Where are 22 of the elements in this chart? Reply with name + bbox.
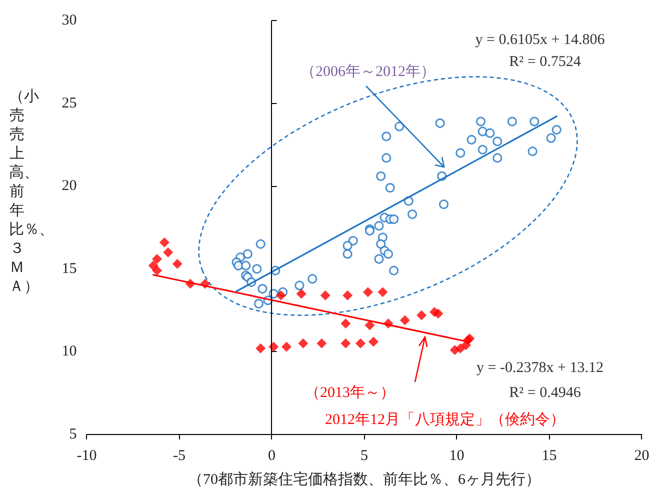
x-tick-label: -10 bbox=[76, 448, 97, 464]
text: （小売売上高、前年比％、３ＭＡ） bbox=[9, 89, 54, 295]
y-tick-label: 20 bbox=[62, 178, 77, 194]
x-tick-label: 20 bbox=[634, 448, 650, 464]
y-tick-label: 25 bbox=[62, 95, 77, 112]
y-tick-label: 15 bbox=[62, 260, 77, 277]
x-tick-label: 15 bbox=[542, 448, 557, 464]
y-tick-label: 10 bbox=[62, 344, 77, 360]
annotation: （2013年～） bbox=[305, 384, 395, 401]
y-tick-label: 5 bbox=[69, 426, 77, 442]
annotation: 2012年12月「八項規定」（倹約令） bbox=[325, 411, 565, 428]
x-tick-label: 10 bbox=[449, 448, 464, 464]
annotation: R² = 0.4946 bbox=[509, 385, 582, 401]
x-axis-title: （70都市新築住宅価格指数、前年比％、6ヶ月先行） bbox=[188, 471, 540, 488]
annotation: R² = 0.7524 bbox=[509, 54, 582, 70]
annotation: y = 0.6105x + 14.806 bbox=[475, 32, 606, 48]
x-tick-label: -5 bbox=[172, 448, 186, 464]
annotation: y = -0.2378x + 13.12 bbox=[476, 360, 604, 376]
x-tick-label: 5 bbox=[360, 448, 368, 464]
x-tick-label: 0 bbox=[268, 448, 276, 464]
y-tick-label: 30 bbox=[62, 12, 77, 28]
annotation: （2006年～2012年） bbox=[300, 63, 436, 80]
